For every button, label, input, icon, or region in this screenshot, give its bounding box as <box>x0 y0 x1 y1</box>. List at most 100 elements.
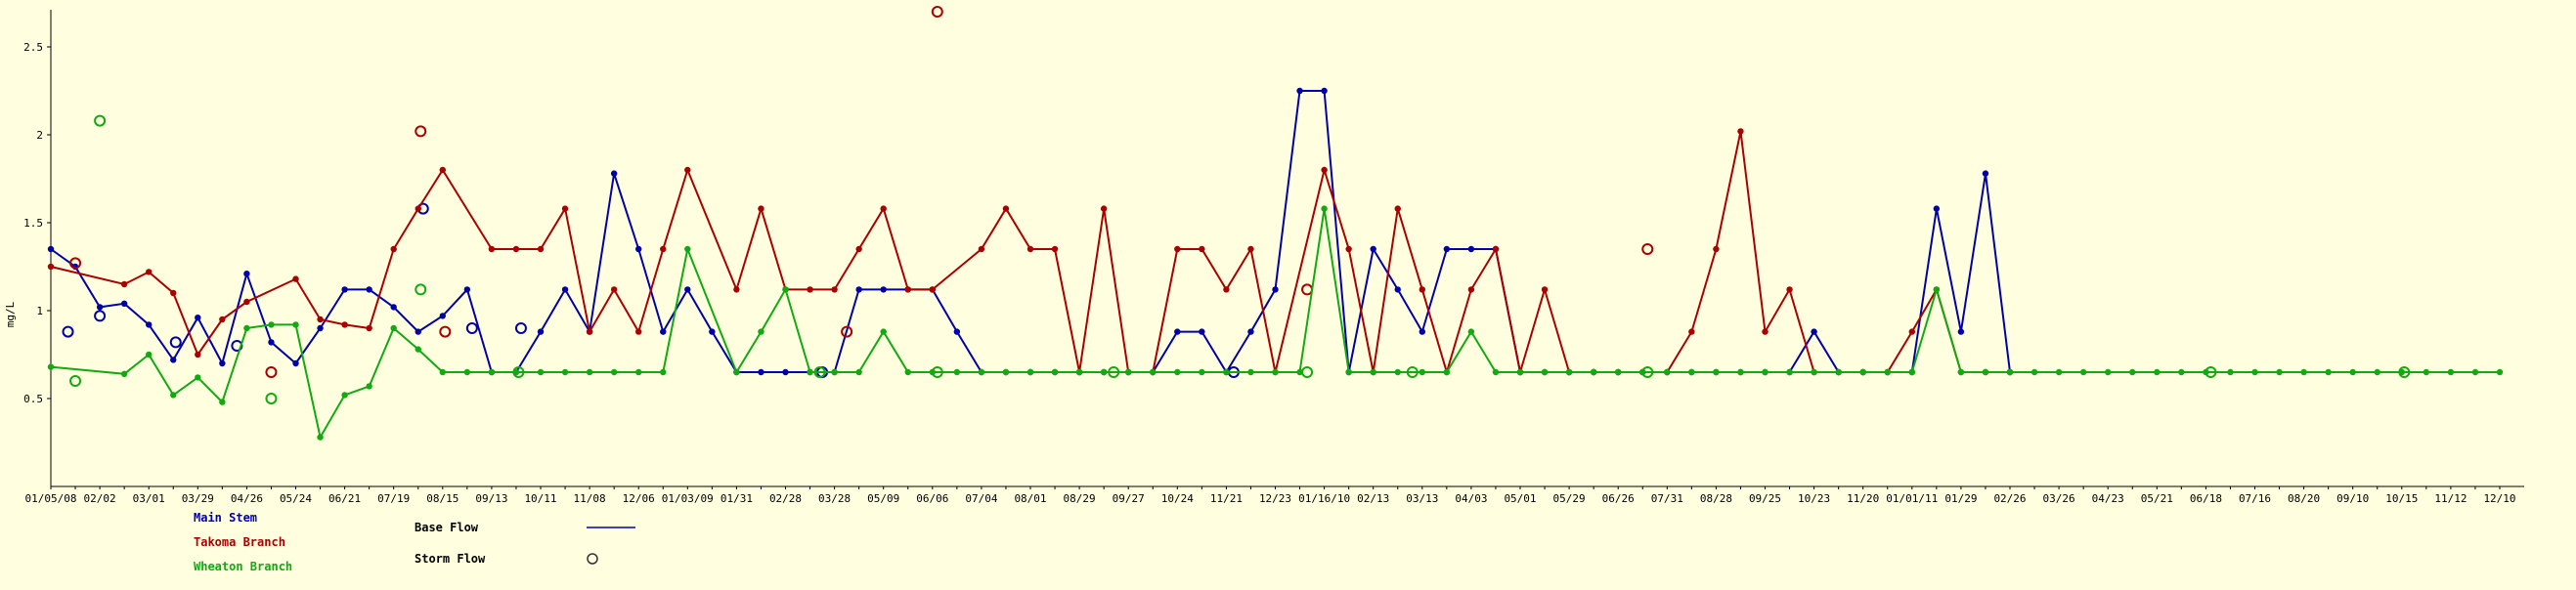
base-flow-point <box>855 245 862 253</box>
base-flow-point <box>1590 368 1597 376</box>
base-flow-point <box>1321 205 1328 212</box>
base-flow-point <box>170 357 177 363</box>
x-tick-label: 10/23 <box>1798 492 1830 505</box>
base-flow-point <box>635 368 642 376</box>
base-flow-point <box>1541 286 1549 293</box>
y-tick-label: 2 <box>36 129 43 142</box>
base-flow-point <box>2447 368 2455 376</box>
x-tick-label: 01/05/08 <box>25 492 77 505</box>
y-tick-label: 0.5 <box>23 393 43 405</box>
x-tick-label: 08/28 <box>1700 492 1732 505</box>
x-tick-label: 05/24 <box>280 492 312 505</box>
base-flow-point <box>268 321 275 328</box>
base-flow-point <box>1737 368 1744 376</box>
base-flow-point <box>1223 286 1230 293</box>
base-flow-point <box>1223 368 1230 376</box>
storm-flow-point <box>69 257 82 270</box>
base-flow-point <box>709 328 716 335</box>
base-flow-point <box>292 275 299 282</box>
base-flow-point <box>1737 128 1744 135</box>
x-tick-label: 08/15 <box>426 492 458 505</box>
base-flow-point <box>2105 368 2112 376</box>
base-flow-point <box>1835 368 1842 376</box>
base-flow-point <box>1174 328 1181 335</box>
base-flow-point <box>1370 368 1376 376</box>
base-flow-point <box>2496 368 2504 376</box>
base-flow-point <box>782 286 789 293</box>
base-flow-point <box>390 245 397 253</box>
x-tick-label: 03/13 <box>1406 492 1438 505</box>
base-flow-point <box>120 280 128 288</box>
base-flow-point <box>439 166 446 174</box>
base-flow-point <box>120 370 128 377</box>
base-flow-point <box>1370 245 1376 253</box>
base-flow-point <box>390 324 397 332</box>
y-ticks: 0.5 1 1.5 2 2.5 <box>23 41 51 405</box>
base-flow-point <box>1565 368 1573 376</box>
base-flow-point <box>219 359 226 367</box>
base-flow-point <box>978 245 985 253</box>
base-flow-point <box>2300 368 2307 376</box>
base-flow-point <box>953 368 961 376</box>
base-flow-point <box>684 286 691 293</box>
base-flow-point <box>1615 368 1622 376</box>
x-tick-label: 02/28 <box>769 492 802 505</box>
base-flow-point <box>2374 368 2380 376</box>
base-flow-point <box>1272 286 1279 293</box>
base-flow-point <box>537 245 545 253</box>
base-flow-point <box>463 368 471 376</box>
legend: Main Stem Takoma Branch Wheaton Branch Base… <box>194 511 635 573</box>
base-flow-line <box>50 131 2010 376</box>
base-flow-point <box>195 374 201 381</box>
base-flow-point <box>855 368 862 376</box>
base-flow-point <box>684 166 691 174</box>
axes <box>50 10 2524 487</box>
base-flow-point <box>660 368 667 376</box>
base-flow-point <box>1957 328 1965 335</box>
base-flow-point <box>733 368 740 376</box>
legend-base-flow-label: Base Flow <box>415 521 479 534</box>
base-flow-point <box>1467 286 1475 293</box>
base-flow-point <box>2030 368 2038 376</box>
base-flow-point <box>586 368 593 376</box>
storm-flow-point <box>1108 366 1120 378</box>
x-tick-label: 10/11 <box>524 492 556 505</box>
base-flow-point <box>317 324 324 332</box>
base-flow-point <box>1394 368 1401 376</box>
base-flow-point <box>1199 368 1205 376</box>
base-flow-point <box>47 263 55 271</box>
x-tick-label: 11/12 <box>2434 492 2467 505</box>
base-flow-point <box>1664 368 1671 376</box>
base-flow-point <box>2154 368 2161 376</box>
base-flow-point <box>292 359 299 367</box>
x-tick-label: 08/20 <box>2288 492 2320 505</box>
base-flow-point <box>537 328 545 335</box>
base-flow-point <box>1394 205 1401 212</box>
base-flow-point <box>317 316 324 323</box>
base-flow-point <box>2423 368 2430 376</box>
x-tick-label: 02/02 <box>84 492 116 505</box>
x-tick-label: 12/10 <box>2483 492 2515 505</box>
base-flow-point <box>1982 368 1989 376</box>
base-flow-point <box>1247 368 1254 376</box>
base-flow-point <box>1957 368 1965 376</box>
base-flow-point <box>1051 245 1059 253</box>
base-flow-point <box>47 245 55 253</box>
base-flow-point <box>635 245 642 253</box>
base-flow-point <box>1908 368 1916 376</box>
base-flow-point <box>243 298 250 306</box>
base-flow-point <box>2129 368 2136 376</box>
storm-flow-point <box>439 325 452 338</box>
base-flow-point <box>831 368 838 376</box>
base-flow-point <box>1174 245 1181 253</box>
x-tick-label: 08/01 <box>1014 492 1046 505</box>
base-flow-point <box>1321 166 1328 174</box>
x-tick-label: 07/16 <box>2239 492 2271 505</box>
base-flow-point <box>660 245 667 253</box>
base-flow-point <box>366 286 372 293</box>
storm-flow-point <box>465 322 478 334</box>
base-flow-point <box>341 321 348 328</box>
x-tick-label: 09/25 <box>1749 492 1781 505</box>
base-flow-point <box>390 304 397 311</box>
